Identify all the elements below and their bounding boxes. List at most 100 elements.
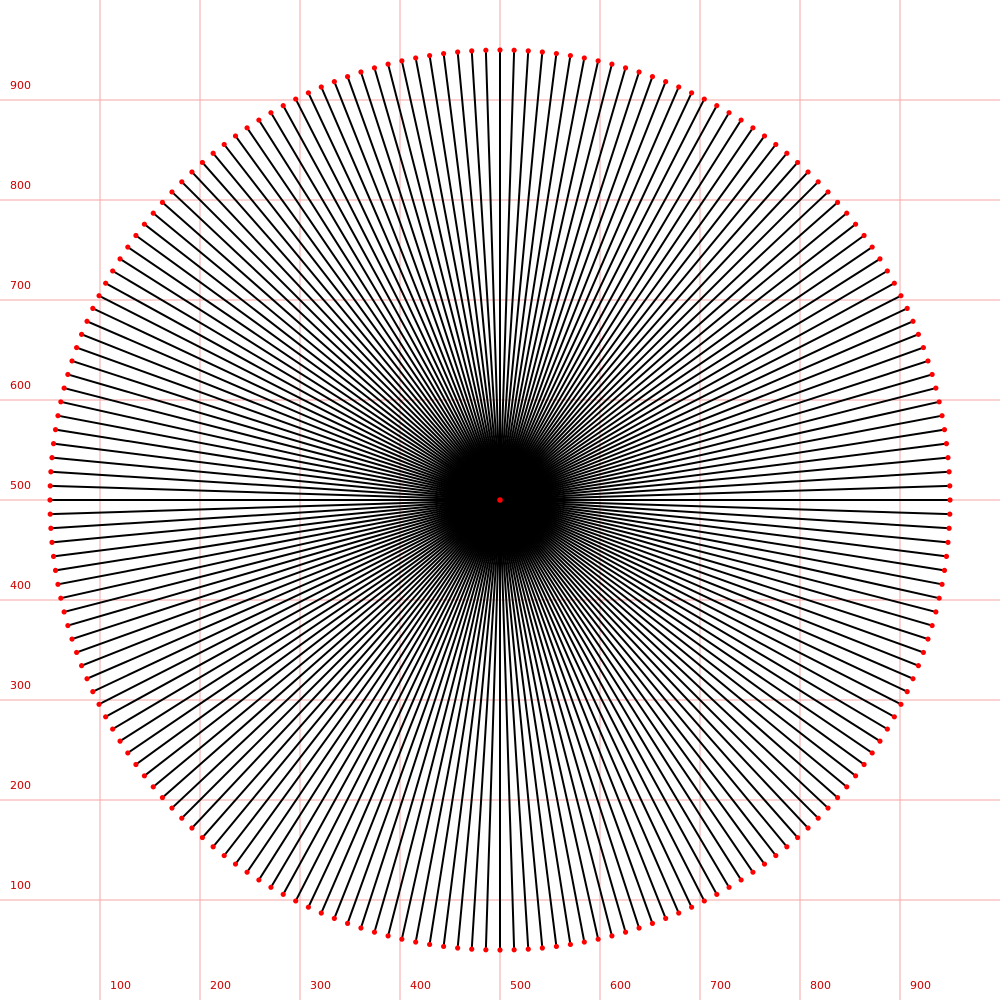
spoke-line [499,499,888,730]
spoke-line [470,50,501,501]
spoke-line [135,234,501,501]
spoke-line [270,499,501,888]
spoke-line [499,212,848,501]
spoke-line [499,246,873,501]
spoke-line [499,499,641,929]
rim-points [47,47,953,953]
rim-point [939,413,945,419]
spoke-line [499,105,718,501]
spoke-line [499,307,908,501]
spoke-line [76,346,501,501]
rim-point [344,920,351,926]
rim-point [179,179,185,185]
spoke-line [499,499,914,680]
rim-point [834,794,841,801]
rim-point [943,441,950,447]
rim-point [305,904,311,910]
spoke-line [333,499,501,919]
spoke-line [98,294,501,501]
rim-point [936,595,942,601]
spoke-line [499,499,902,706]
rim-point [636,69,642,75]
spoke-line [234,499,501,865]
spoke-line [499,333,919,501]
rim-point [399,58,405,64]
rim-point [133,761,139,768]
x-tick-label: 300 [310,979,331,992]
spoke-line [484,50,501,501]
rim-point [52,567,59,573]
spoke-line [223,143,501,501]
rim-point [920,344,926,351]
spoke-line [112,270,501,501]
rim-point [318,84,324,90]
rim-point [441,943,447,950]
rim-point [96,293,102,299]
rim-point [483,947,489,953]
spoke-line [270,112,501,501]
spoke-line [499,499,933,627]
rim-point [50,553,57,559]
rim-point [915,331,921,337]
spoke-line [499,50,516,501]
rim-point [331,915,337,921]
spoke-line [246,499,501,873]
spoke-line [346,499,501,924]
rim-point [47,511,53,517]
rim-point [90,305,96,311]
spoke-line [499,499,654,924]
rim-point [701,898,707,904]
rim-point [293,96,299,102]
spoke-line [359,71,501,501]
spoke-line [499,499,839,799]
spoke-line [282,499,501,895]
rim-point [199,834,206,841]
rim-point [125,750,131,756]
spoke-line [171,191,501,501]
y-tick-label: 700 [10,279,31,292]
spoke-line [442,499,501,947]
spoke-line [499,414,943,501]
rim-point [74,649,80,656]
rim-point [79,663,85,669]
x-tick-label: 800 [810,979,831,992]
spoke-line [499,57,586,501]
spoke-line [499,499,544,949]
rim-point [947,511,953,517]
rim-point [371,65,378,71]
spoke-line [135,499,501,766]
rim-point [199,159,206,166]
spoke-line [373,67,501,501]
spoke-line [71,359,501,501]
rim-point [150,210,156,216]
rim-point [49,539,55,545]
spoke-line [499,456,949,501]
rim-point [305,90,311,96]
rim-point [852,773,859,779]
rim-point [293,898,299,904]
spoke-line [499,387,937,501]
spoke-line [71,499,501,641]
rim-point [525,946,531,952]
rim-point [750,869,756,875]
rim-point [65,622,71,629]
rim-point [910,318,916,324]
rim-point [50,441,57,447]
rim-point [469,946,475,952]
spoke-line [86,320,501,501]
x-tick-label: 500 [510,979,531,992]
rim-point [427,52,433,59]
spoke-line [499,499,613,937]
spoke-line [282,105,501,501]
rim-point [169,805,175,811]
rim-point [256,117,262,123]
y-tick-label: 200 [10,779,31,792]
rim-point [48,469,54,475]
rim-point [455,945,461,951]
spoke-line [499,50,530,501]
rim-point [595,58,601,64]
rim-point [567,52,573,59]
rim-point [738,877,744,883]
spoke-line [499,499,857,777]
spoke-line [92,499,501,693]
